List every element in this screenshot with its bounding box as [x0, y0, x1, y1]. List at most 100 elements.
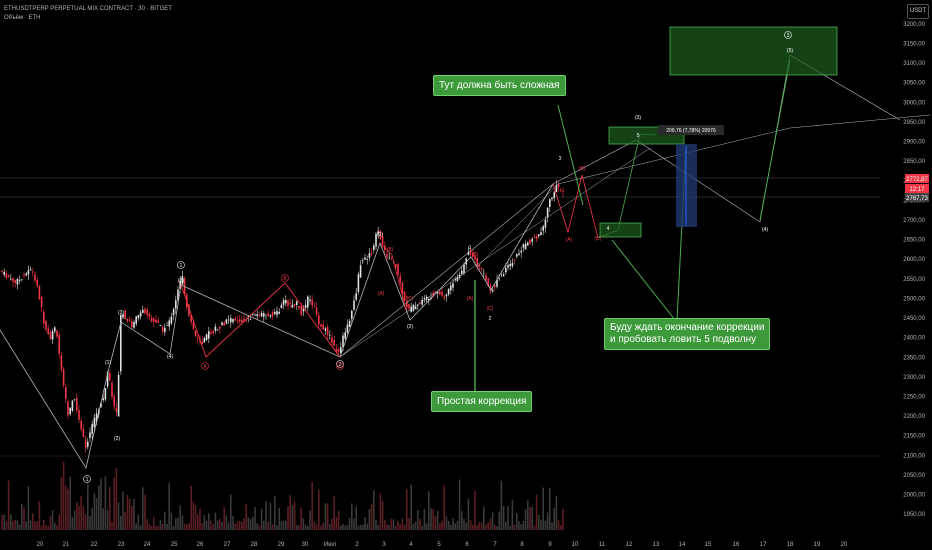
- price-tick-label: 2600,00: [903, 257, 925, 263]
- wave-label: (C): [487, 306, 494, 312]
- candle-body: [287, 300, 289, 306]
- volume-bar: [560, 525, 562, 530]
- volume-bar: [243, 518, 245, 530]
- volume-bar: [524, 509, 527, 530]
- candle-body: [414, 306, 417, 310]
- volume-bar: [553, 508, 555, 530]
- currency-button[interactable]: USDT: [907, 4, 929, 19]
- candle-body: [137, 315, 140, 319]
- candle-body: [166, 325, 168, 327]
- volume-bar: [227, 522, 230, 530]
- volume-bar: [34, 521, 36, 530]
- volume-bar: [197, 514, 199, 530]
- time-tick-label: 28: [251, 542, 258, 548]
- candle-body: [373, 245, 375, 250]
- candle-body: [82, 428, 85, 438]
- volume-bar: [483, 506, 485, 530]
- volume-bar: [546, 512, 549, 530]
- candle-body: [324, 328, 327, 331]
- volume-bar: [419, 518, 421, 530]
- candle-body: [159, 324, 162, 326]
- volume-bar: [263, 520, 265, 530]
- wave-label: 5: [637, 133, 640, 139]
- wave-label: (3): [118, 310, 124, 316]
- candle-body: [51, 331, 54, 340]
- candle-body: [245, 320, 247, 321]
- candle-body: [58, 334, 60, 354]
- volume-bar: [533, 525, 536, 530]
- volume-bar: [516, 512, 518, 530]
- candle-body: [348, 320, 351, 327]
- candle-body: [498, 278, 500, 280]
- time-tick-label: 26: [197, 542, 204, 548]
- candle-body: [452, 283, 454, 288]
- volume-bar: [3, 514, 5, 530]
- volume-bar: [342, 523, 344, 530]
- wave-label: (3): [635, 115, 641, 121]
- volume-bar: [241, 522, 243, 530]
- price-tick-label: 2850,00: [903, 159, 925, 165]
- wave-label: 2: [489, 316, 492, 322]
- volume-bar: [192, 501, 195, 530]
- wave-label: (1): [377, 232, 383, 238]
- volume-bar: [368, 508, 371, 530]
- candle-body: [205, 334, 208, 340]
- wave-label-circle: [281, 274, 289, 282]
- candle-body: [1, 270, 3, 273]
- volume-bar: [32, 513, 34, 530]
- time-tick-label: 8: [520, 542, 524, 548]
- volume-bar: [183, 523, 186, 530]
- candle-body: [230, 318, 232, 323]
- wave-labels: 1 (5) (3) (1) (4) (2) 1 2 (1) (2) 1 2 3 (3) 5 4 (4) 3 (5) B…: [83, 31, 793, 483]
- candle-body: [113, 396, 115, 407]
- candle-body: [527, 242, 529, 246]
- candle-body: [219, 326, 221, 329]
- candle-body: [443, 296, 445, 299]
- volume-bar: [106, 509, 109, 530]
- volume-bar: [315, 524, 318, 530]
- time-tick-label: 10: [572, 542, 579, 548]
- candle-body: [386, 253, 388, 258]
- candle-body: [423, 298, 426, 300]
- volume-bar: [329, 524, 331, 530]
- candle-body: [258, 315, 261, 317]
- candle-body: [117, 374, 120, 417]
- volume-bar: [425, 523, 428, 530]
- volume-bar: [212, 524, 214, 530]
- price-tick-label: 2650,00: [903, 238, 925, 244]
- volume-bar: [379, 493, 382, 530]
- volume-bar: [91, 508, 93, 530]
- candle-body: [516, 254, 518, 257]
- candle-body: [155, 319, 157, 323]
- volume-bar: [344, 525, 346, 530]
- candle-body: [381, 236, 384, 245]
- candle-body: [555, 185, 558, 193]
- candle-body: [135, 316, 137, 324]
- candle-body: [549, 199, 551, 207]
- candle-body: [476, 257, 478, 268]
- candle-body: [172, 308, 175, 316]
- candle-body: [109, 373, 111, 381]
- candle-body: [353, 300, 355, 310]
- candle-body: [122, 314, 124, 318]
- candle-body: [355, 293, 357, 300]
- trend-line-1: [339, 183, 554, 358]
- wave-label: (1): [105, 360, 111, 366]
- time-tick-label: 14: [679, 542, 686, 548]
- candle-body: [146, 309, 148, 315]
- volume-bar: [355, 506, 357, 530]
- candle-body: [320, 324, 322, 327]
- volume-bar: [353, 518, 355, 530]
- candle-body: [370, 253, 373, 255]
- candle-body: [362, 260, 364, 262]
- volume-bar: [428, 491, 430, 530]
- candle-body: [56, 330, 58, 337]
- candle-body: [203, 338, 206, 343]
- candle-body: [379, 230, 382, 239]
- candle-body: [298, 305, 300, 309]
- wave-label: (A): [378, 291, 385, 297]
- candle-body: [557, 184, 560, 188]
- volume-bar: [287, 506, 289, 530]
- volume-bar: [362, 524, 364, 530]
